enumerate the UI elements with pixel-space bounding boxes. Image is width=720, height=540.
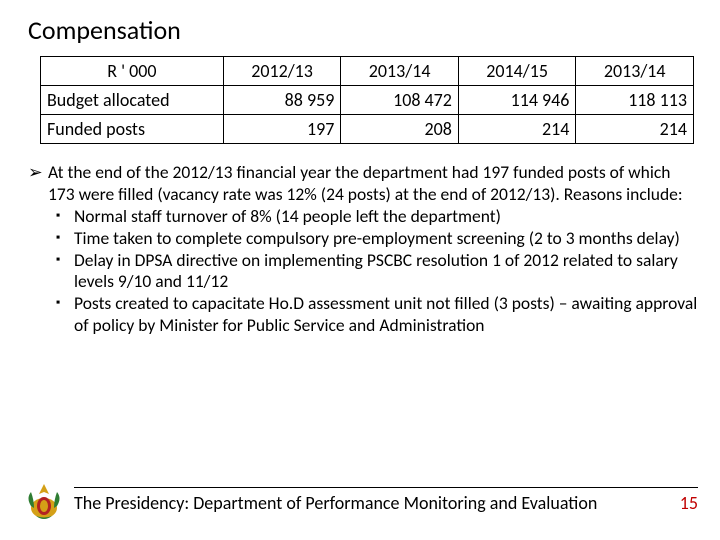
table-row: Budget allocated 88 959 108 472 114 946 … — [41, 86, 694, 115]
square-bullet-icon: ▪ — [56, 253, 74, 297]
sub-bullet-text: Time taken to complete compulsory pre-em… — [74, 228, 698, 250]
coat-of-arms-icon — [22, 478, 66, 522]
col-header: 2014/15 — [458, 57, 576, 86]
page-number: 15 — [664, 492, 698, 514]
sub-bullet: ▪ Normal staff turnover of 8% (14 people… — [28, 206, 698, 228]
sub-bullet: ▪ Time taken to complete compulsory pre-… — [28, 228, 698, 250]
table-row: Funded posts 197 208 214 214 — [41, 115, 694, 144]
compensation-table-wrap: R ' 000 2012/13 2013/14 2014/15 2013/14 … — [0, 56, 720, 156]
compensation-table: R ' 000 2012/13 2013/14 2014/15 2013/14 … — [40, 56, 694, 144]
bullet-lead: ➢ At the end of the 2012/13 financial ye… — [28, 162, 698, 206]
sub-bullet: ▪ Posts created to capacitate Ho.D asses… — [28, 293, 698, 337]
col-header: 2013/14 — [576, 57, 694, 86]
sub-bullet-text: Posts created to capacitate Ho.D assessm… — [74, 293, 698, 337]
cell: 88 959 — [223, 86, 341, 115]
sub-bullet: ▪ Delay in DPSA directive on implementin… — [28, 250, 698, 294]
slide-title: Compensation — [0, 0, 720, 56]
cell: 118 113 — [576, 86, 694, 115]
col-header: 2013/14 — [341, 57, 459, 86]
bullet-block: ➢ At the end of the 2012/13 financial ye… — [0, 156, 720, 337]
cell: 214 — [458, 115, 576, 144]
row-label: Funded posts — [41, 115, 224, 144]
bullet-marker-icon: ➢ — [28, 162, 48, 206]
footer-line: The Presidency: Department of Performanc… — [74, 487, 698, 514]
col-header: 2012/13 — [223, 57, 341, 86]
square-bullet-icon: ▪ — [56, 231, 74, 253]
cell: 114 946 — [458, 86, 576, 115]
cell: 197 — [223, 115, 341, 144]
sub-bullet-text: Delay in DPSA directive on implementing … — [74, 250, 698, 294]
bullet-lead-text: At the end of the 2012/13 financial year… — [48, 162, 698, 206]
square-bullet-icon: ▪ — [56, 209, 74, 231]
cell: 108 472 — [341, 86, 459, 115]
col-header: R ' 000 — [41, 57, 224, 86]
table-header-row: R ' 000 2012/13 2013/14 2014/15 2013/14 — [41, 57, 694, 86]
sub-bullet-text: Normal staff turnover of 8% (14 people l… — [74, 206, 698, 228]
footer: The Presidency: Department of Performanc… — [22, 478, 698, 522]
footer-text: The Presidency: Department of Performanc… — [74, 492, 597, 514]
cell: 214 — [576, 115, 694, 144]
cell: 208 — [341, 115, 459, 144]
square-bullet-icon: ▪ — [56, 296, 74, 340]
row-label: Budget allocated — [41, 86, 224, 115]
